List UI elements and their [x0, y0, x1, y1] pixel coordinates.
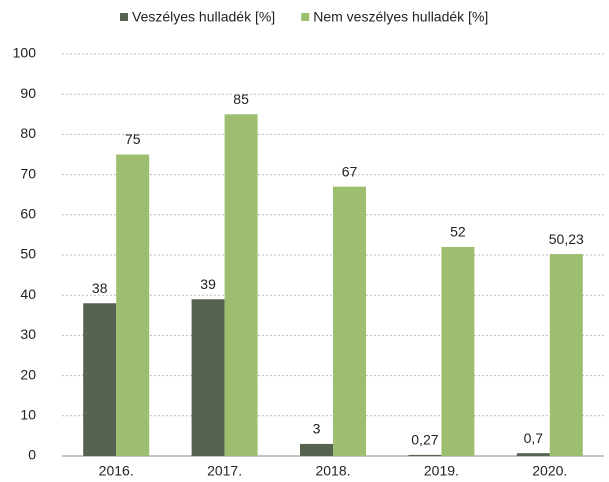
- data-label: 85: [233, 91, 249, 107]
- y-tick-label: 100: [13, 45, 37, 61]
- y-tick-label: 60: [20, 206, 36, 222]
- legend-swatch: [301, 13, 310, 21]
- bar: [333, 186, 366, 456]
- bar: [441, 246, 475, 456]
- bar: [116, 154, 150, 456]
- bar: [224, 114, 258, 457]
- x-tick-label: 2018.: [315, 463, 350, 479]
- data-label: 39: [200, 276, 216, 292]
- data-label: 75: [125, 131, 141, 147]
- x-tick-label: 2019.: [424, 463, 459, 479]
- bar: [83, 303, 117, 456]
- y-tick-label: 80: [20, 125, 36, 141]
- legend-swatch: [120, 13, 128, 21]
- bar: [516, 453, 550, 456]
- data-label: 52: [450, 224, 466, 240]
- bar: [408, 454, 442, 456]
- bar: [549, 254, 583, 456]
- data-label: 0,27: [411, 432, 438, 448]
- y-tick-label: 30: [20, 326, 36, 342]
- y-tick-label: 20: [20, 366, 36, 382]
- bar: [191, 299, 225, 456]
- y-tick-label: 0: [28, 447, 36, 463]
- y-tick-label: 70: [20, 165, 36, 181]
- y-tick-label: 10: [20, 407, 36, 423]
- legend-label: Veszélyes hulladék [%]: [132, 9, 275, 25]
- y-tick-label: 50: [20, 246, 36, 262]
- x-tick-label: 2020.: [532, 463, 567, 479]
- x-tick-label: 2017.: [207, 463, 242, 479]
- data-label: 38: [92, 280, 108, 296]
- data-label: 3: [313, 421, 321, 437]
- x-tick-label: 2016.: [99, 463, 134, 479]
- bar: [300, 443, 333, 456]
- data-label: 0,7: [524, 430, 544, 446]
- y-tick-label: 40: [20, 286, 36, 302]
- legend-label: Nem veszélyes hulladék [%]: [313, 9, 488, 25]
- data-label: 67: [342, 163, 358, 179]
- y-tick-label: 90: [20, 85, 36, 101]
- data-label: 50,23: [549, 231, 584, 247]
